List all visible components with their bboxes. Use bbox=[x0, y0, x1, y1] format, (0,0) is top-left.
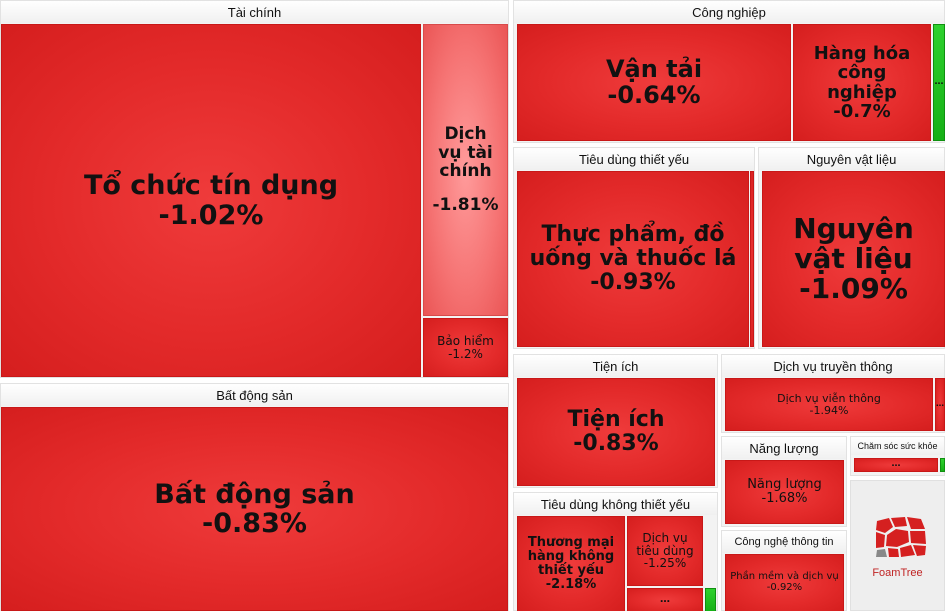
group-dich-vu-truyen-thong[interactable]: Dịch vụ truyền thông Dịch vụ viễn thông … bbox=[721, 354, 945, 433]
tile-label: Dịch vụ tài chính bbox=[438, 124, 493, 181]
group-tieu-dung-khong-thiet-yeu[interactable]: Tiêu dùng không thiết yếu Thương mại hàn… bbox=[513, 492, 718, 611]
tile-cong-nghiep-positive[interactable]: … bbox=[933, 24, 945, 141]
tile-label: Nguyên vật liệu bbox=[793, 211, 914, 275]
tile-van-tai[interactable]: Vận tải -0.64% bbox=[517, 24, 791, 141]
foamtree-logo-icon bbox=[876, 517, 926, 557]
group-cong-nghiep[interactable]: Công nghiệp Vận tải -0.64% Hàng hóa công… bbox=[513, 0, 945, 143]
tile-tieu-dung-khong-thiet-yeu-positive[interactable] bbox=[705, 588, 716, 611]
tile-label: Năng lượng bbox=[747, 476, 822, 492]
tile-tieu-dung-khong-thiet-yeu-other[interactable]: … bbox=[627, 588, 703, 611]
group-tai-chinh[interactable]: Tài chính Tổ chức tín dụng -1.02% Dịch v… bbox=[0, 0, 509, 378]
tile-bao-hiem[interactable]: Bảo hiểm -1.2% bbox=[423, 318, 508, 377]
tile-ellipsis: … bbox=[891, 459, 901, 470]
group-title-cham-soc-suc-khoe: Chăm sóc sức khỏe bbox=[851, 437, 944, 455]
tile-nang-luong[interactable]: Năng lượng -1.68% bbox=[725, 460, 844, 524]
group-tien-ich[interactable]: Tiện ích Tiện ích -0.83% bbox=[513, 354, 718, 488]
tile-value: -1.09% bbox=[799, 272, 908, 306]
tile-value: -1.2% bbox=[448, 346, 483, 361]
tile-value: -0.92% bbox=[766, 582, 803, 593]
tile-ellipsis: … bbox=[936, 399, 944, 409]
group-tieu-dung-thiet-yeu[interactable]: Tiêu dùng thiết yếu Thực phẩm, đồ uống v… bbox=[513, 147, 755, 349]
group-title-tieu-dung-thiet-yeu: Tiêu dùng thiết yếu bbox=[514, 148, 754, 170]
tile-truyen-thong-other[interactable]: … bbox=[935, 378, 945, 431]
tile-bat-dong-san[interactable]: Bất động sản -0.83% bbox=[1, 407, 508, 611]
group-title-tien-ich: Tiện ích bbox=[514, 355, 717, 377]
tile-value: -0.93% bbox=[590, 269, 676, 295]
group-title-tai-chinh: Tài chính bbox=[1, 1, 508, 23]
tile-value: -0.83% bbox=[202, 508, 307, 539]
tile-value: -1.94% bbox=[809, 403, 849, 417]
group-cham-soc-suc-khoe[interactable]: Chăm sóc sức khỏe … bbox=[850, 436, 945, 476]
tile-value: -0.83% bbox=[573, 431, 659, 456]
tile-label: Thực phẩm, đồ uống và thuốc lá bbox=[529, 222, 737, 272]
group-title-bat-dong-san: Bất động sản bbox=[1, 384, 508, 406]
tile-to-chuc-tin-dung[interactable]: Tổ chức tín dụng -1.02% bbox=[1, 24, 421, 377]
tile-dich-vu-tai-chinh[interactable]: Dịch vụ tài chính -1.81% bbox=[423, 24, 508, 316]
tile-label: Dịch vụ tiêu dùng bbox=[636, 530, 694, 558]
tile-cham-soc-suc-khoe-positive[interactable] bbox=[940, 458, 945, 472]
tile-label: Tổ chức tín dụng bbox=[83, 170, 339, 202]
group-title-nang-luong: Năng lượng bbox=[722, 437, 846, 459]
foamtree-logo: FoamTree bbox=[850, 480, 945, 611]
tile-nguyen-vat-lieu[interactable]: Nguyên vật liệu -1.09% bbox=[762, 171, 945, 347]
tile-label: Tiện ích bbox=[567, 407, 665, 433]
tile-label: Dịch vụ viễn thông bbox=[777, 391, 881, 405]
tile-value: -0.7% bbox=[833, 100, 891, 122]
tile-value: -1.25% bbox=[643, 556, 687, 571]
tile-label: Hàng hóa công nghiệp bbox=[813, 42, 911, 103]
tile-value: -1.81% bbox=[432, 195, 499, 216]
tile-value: -0.64% bbox=[607, 80, 701, 109]
tile-label: Thương mại hàng không thiết yếu bbox=[527, 534, 615, 578]
tile-cham-soc-suc-khoe-main[interactable]: … bbox=[854, 458, 938, 472]
tile-thuong-mai[interactable]: Thương mại hàng không thiết yếu -2.18% bbox=[517, 516, 625, 611]
group-nang-luong[interactable]: Năng lượng Năng lượng -1.68% bbox=[721, 436, 847, 527]
group-title-cong-nghe-thong-tin: Công nghệ thông tin bbox=[722, 531, 846, 553]
tile-phan-mem[interactable]: Phần mềm và dịch vụ -0.92% bbox=[725, 554, 844, 611]
tile-value: -1.02% bbox=[158, 199, 264, 231]
group-nguyen-vat-lieu[interactable]: Nguyên vật liệu Nguyên vật liệu -1.09% bbox=[758, 147, 945, 349]
tile-value: -1.68% bbox=[761, 491, 808, 506]
tile-value: -2.18% bbox=[545, 577, 597, 593]
tile-tien-ich[interactable]: Tiện ích -0.83% bbox=[517, 378, 715, 486]
group-cong-nghe-thong-tin[interactable]: Công nghệ thông tin Phần mềm và dịch vụ … bbox=[721, 530, 847, 611]
group-title-cong-nghiep: Công nghiệp bbox=[514, 1, 944, 23]
foamtree-logo-text: FoamTree bbox=[872, 567, 923, 579]
tile-tieu-dung-thiet-yeu-other[interactable] bbox=[750, 171, 754, 347]
tile-dich-vu-tieu-dung[interactable]: Dịch vụ tiêu dùng -1.25% bbox=[627, 516, 703, 586]
tile-dich-vu-vien-thong[interactable]: Dịch vụ viễn thông -1.94% bbox=[725, 378, 933, 431]
tile-label: Bất động sản bbox=[154, 478, 355, 510]
group-bat-dong-san[interactable]: Bất động sản Bất động sản -0.83% bbox=[0, 383, 509, 611]
group-title-nguyen-vat-lieu: Nguyên vật liệu bbox=[759, 148, 944, 170]
group-title-tieu-dung-khong-thiet-yeu: Tiêu dùng không thiết yếu bbox=[514, 493, 717, 515]
group-title-dich-vu-truyen-thong: Dịch vụ truyền thông bbox=[722, 355, 944, 377]
tile-label: Phần mềm và dịch vụ bbox=[730, 571, 839, 583]
tile-thuc-pham[interactable]: Thực phẩm, đồ uống và thuốc lá -0.93% bbox=[517, 171, 749, 347]
tile-label: Bảo hiểm bbox=[437, 333, 494, 348]
tile-label: Vận tải bbox=[605, 54, 703, 83]
tile-ellipsis: … bbox=[660, 593, 670, 605]
tile-hang-hoa-cong-nghiep[interactable]: Hàng hóa công nghiệp -0.7% bbox=[793, 24, 931, 141]
tile-ellipsis: … bbox=[934, 76, 944, 87]
